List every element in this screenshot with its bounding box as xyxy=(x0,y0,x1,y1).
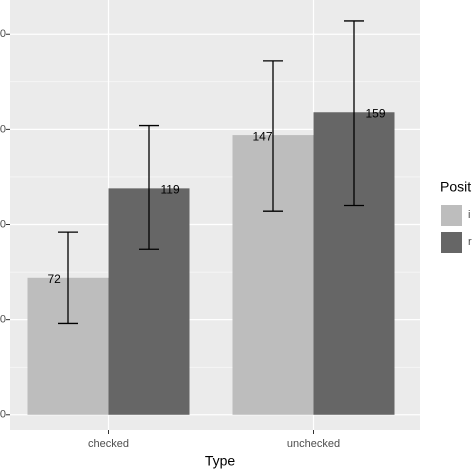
data-label: 72 xyxy=(48,272,62,286)
data-label: 119 xyxy=(161,183,180,197)
x-tick-label: unchecked xyxy=(287,438,340,450)
error-bar xyxy=(263,60,283,212)
error-bar xyxy=(344,20,364,207)
legend-key xyxy=(441,232,462,253)
y-tick-label: 50 xyxy=(0,314,6,326)
y-tick-label: 0 xyxy=(0,409,6,421)
legend-title: Posit xyxy=(440,179,471,195)
y-tick-label: 200 xyxy=(0,28,6,40)
legend-key xyxy=(441,205,462,226)
x-axis-title: Type xyxy=(205,453,236,469)
legend-label: i xyxy=(468,209,470,221)
error-bar xyxy=(58,231,78,325)
data-label: 147 xyxy=(253,129,273,143)
legend-label: r xyxy=(468,236,472,248)
y-tick-label: 100 xyxy=(0,218,6,230)
y-tick-label: 150 xyxy=(0,123,6,135)
error-bar xyxy=(139,124,159,250)
x-tick-label: checked xyxy=(88,438,129,450)
data-label: 159 xyxy=(366,106,386,120)
